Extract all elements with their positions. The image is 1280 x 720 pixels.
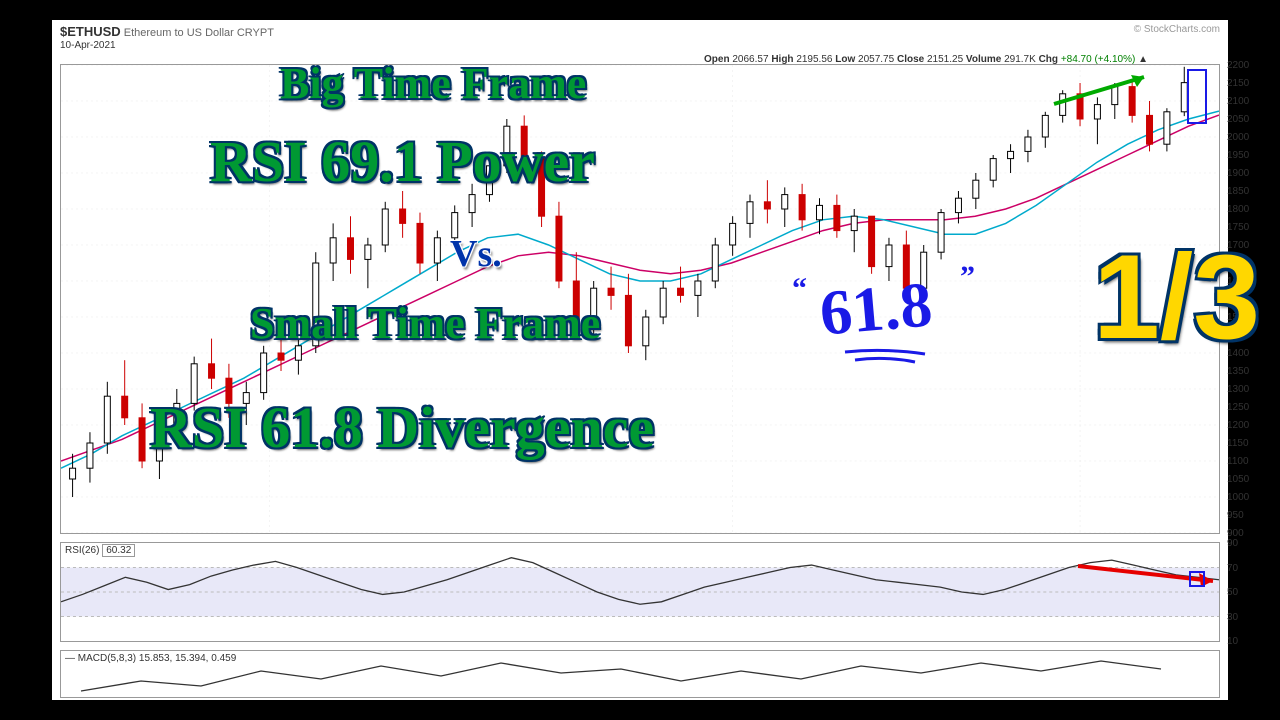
price-y-axis: 9009501000105011001150120012501300135014… bbox=[1223, 65, 1267, 533]
handwritten-618: 61.8 bbox=[817, 267, 935, 350]
rsi-panel: RSI(26) 60.32 1030507090 bbox=[60, 542, 1220, 642]
ticker-symbol: $ETHUSD bbox=[60, 24, 121, 39]
chart-date: 10-Apr-2021 bbox=[60, 40, 1220, 51]
rsi-line bbox=[61, 543, 1219, 641]
hand-quote-open: “ bbox=[792, 272, 807, 306]
macd-label: — MACD(5,8,3) 15.853, 15.394, 0.459 bbox=[65, 653, 236, 664]
chart-header: $ETHUSD Ethereum to US Dollar CRYPT © St… bbox=[60, 24, 1220, 39]
blue-box-annotation bbox=[1187, 69, 1207, 124]
price-chart: 9009501000105011001150120012501300135014… bbox=[60, 64, 1220, 534]
blue-box-rsi bbox=[1189, 571, 1205, 587]
macd-panel: — MACD(5,8,3) 15.853, 15.394, 0.459 bbox=[60, 650, 1220, 698]
green-arrow-annotation bbox=[1049, 69, 1159, 109]
rsi-y-axis: 1030507090 bbox=[1223, 543, 1251, 641]
rsi-label: RSI(26) 60.32 bbox=[65, 545, 135, 556]
ticker-description: Ethereum to US Dollar CRYPT bbox=[124, 27, 274, 39]
hand-underline bbox=[840, 348, 930, 368]
price-candles bbox=[61, 65, 1219, 533]
thumbnail-frame: $ETHUSD Ethereum to US Dollar CRYPT © St… bbox=[50, 18, 1230, 702]
watermark: © StockCharts.com bbox=[1134, 24, 1220, 35]
hand-quote-close: ” bbox=[960, 260, 975, 294]
